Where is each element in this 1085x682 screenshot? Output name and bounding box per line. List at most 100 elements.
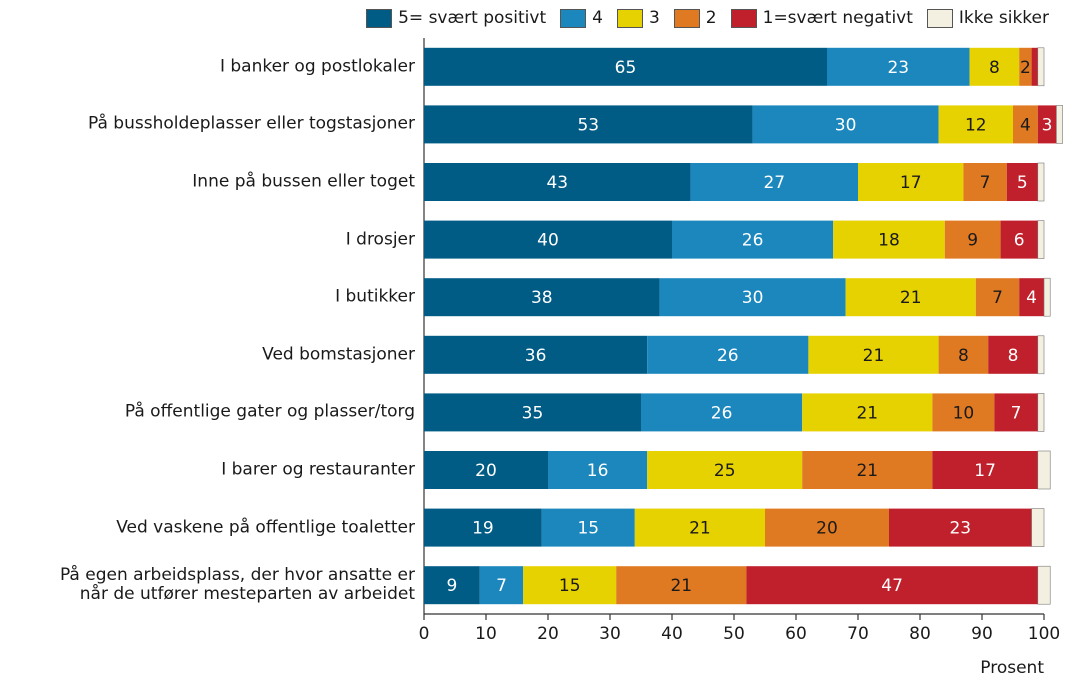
data-label: 9 — [967, 231, 978, 251]
category-label: Ved bomstasjoner — [262, 344, 415, 365]
bar-segment — [827, 47, 970, 86]
data-label: 16 — [587, 461, 609, 481]
bar-segment — [479, 566, 524, 605]
data-label: 3 — [1042, 115, 1053, 135]
bar-segment — [1037, 220, 1045, 259]
bar-segment — [424, 335, 648, 374]
data-label: 26 — [742, 231, 764, 251]
bar-segment — [944, 220, 1001, 259]
legend-swatch — [560, 8, 587, 28]
bar-segment — [647, 451, 803, 489]
data-label: 47 — [881, 576, 903, 596]
data-label: 21 — [856, 461, 878, 481]
legend-label: 2 — [705, 8, 717, 28]
bar-segment — [1037, 162, 1045, 202]
x-tick-label: 30 — [599, 624, 621, 644]
data-label: 23 — [887, 58, 909, 78]
data-label: 40 — [537, 231, 559, 251]
bar-segment — [659, 278, 846, 317]
bar-segment — [424, 393, 641, 432]
bar-segment — [1013, 105, 1038, 144]
data-label: 8 — [958, 346, 969, 366]
data-label: 2 — [1020, 58, 1031, 78]
legend-item: 5= svært positivt — [366, 8, 546, 28]
bar-segment — [845, 278, 976, 317]
bar-segment — [746, 566, 1038, 605]
bar-segment — [808, 335, 939, 374]
data-label: 26 — [717, 346, 739, 366]
category-label: I banker og postlokaler — [219, 56, 415, 77]
x-tick-label: 20 — [537, 624, 559, 644]
data-label: 7 — [496, 576, 507, 596]
data-label: 65 — [615, 58, 637, 78]
bar-segment — [424, 47, 827, 86]
bar-segment — [765, 508, 889, 547]
bar-segment — [802, 393, 933, 432]
data-label: 19 — [472, 519, 494, 539]
x-axis-label: Prosent — [980, 658, 1044, 678]
bar-segment — [1037, 450, 1051, 490]
bar-segment — [424, 163, 691, 201]
bar-segment — [616, 566, 747, 605]
legend-swatch — [616, 8, 643, 28]
legend-item: 2 — [673, 8, 717, 28]
category-label: På offentlige gater og plasser/torg — [124, 401, 415, 422]
data-label: 5 — [1017, 173, 1028, 193]
data-label: 8 — [1008, 346, 1019, 366]
legend-label: 1=svært negativt — [762, 8, 913, 28]
bar-segment — [1031, 508, 1045, 547]
data-label: 7 — [992, 288, 1003, 308]
data-label: 17 — [974, 461, 996, 481]
bar-segment — [1037, 565, 1051, 605]
bar-segment — [1056, 105, 1063, 144]
bar-segment — [1037, 47, 1045, 87]
bar-segment — [424, 105, 753, 144]
bar-segment — [672, 220, 834, 259]
data-label: 23 — [949, 519, 971, 539]
category-label: På bussholdeplasser eller togstasjoner — [88, 113, 415, 134]
x-tick-label: 100 — [1028, 624, 1060, 644]
legend-label: 4 — [592, 8, 603, 28]
bar-segment — [1006, 163, 1038, 201]
x-tick-label: 40 — [661, 624, 683, 644]
bar-segment — [634, 508, 765, 547]
data-label: 20 — [475, 461, 497, 481]
data-label: 9 — [446, 576, 457, 596]
data-label: 7 — [980, 173, 991, 193]
legend-item: Ikke sikker — [926, 8, 1049, 28]
legend-label: 3 — [648, 8, 660, 28]
bar-segment — [1019, 47, 1032, 86]
bar-segment — [424, 220, 672, 259]
bar-segment — [988, 335, 1038, 374]
x-tick-label: 50 — [723, 624, 745, 644]
bar-segment — [938, 105, 1013, 144]
bar-segment — [889, 508, 1032, 547]
bar-segment — [1037, 393, 1045, 432]
data-label: 20 — [816, 519, 838, 539]
bar-segment — [938, 335, 989, 374]
data-label: 43 — [546, 173, 568, 193]
bar-segment — [647, 335, 809, 374]
bar-segment — [833, 220, 945, 259]
bar-segment — [752, 105, 939, 144]
data-label: 15 — [577, 519, 599, 539]
bar-segment — [541, 508, 635, 547]
data-label: 18 — [878, 231, 900, 251]
legend-swatch — [730, 8, 757, 28]
legend-swatch — [366, 8, 393, 28]
data-label: 12 — [965, 115, 987, 135]
bar-segment — [424, 566, 480, 605]
bar-segment — [1000, 220, 1038, 259]
data-label: 21 — [856, 403, 878, 423]
x-tick-label: 70 — [847, 624, 869, 644]
data-label: 21 — [689, 519, 711, 539]
legend-label: Ikke sikker — [958, 8, 1049, 28]
bar-segment — [1031, 47, 1038, 86]
bar-segment — [932, 393, 995, 432]
bar-segment — [424, 278, 660, 317]
data-label: 26 — [711, 403, 733, 423]
bar-segment — [523, 566, 617, 605]
legend-label: 5= svært positivt — [398, 8, 547, 28]
